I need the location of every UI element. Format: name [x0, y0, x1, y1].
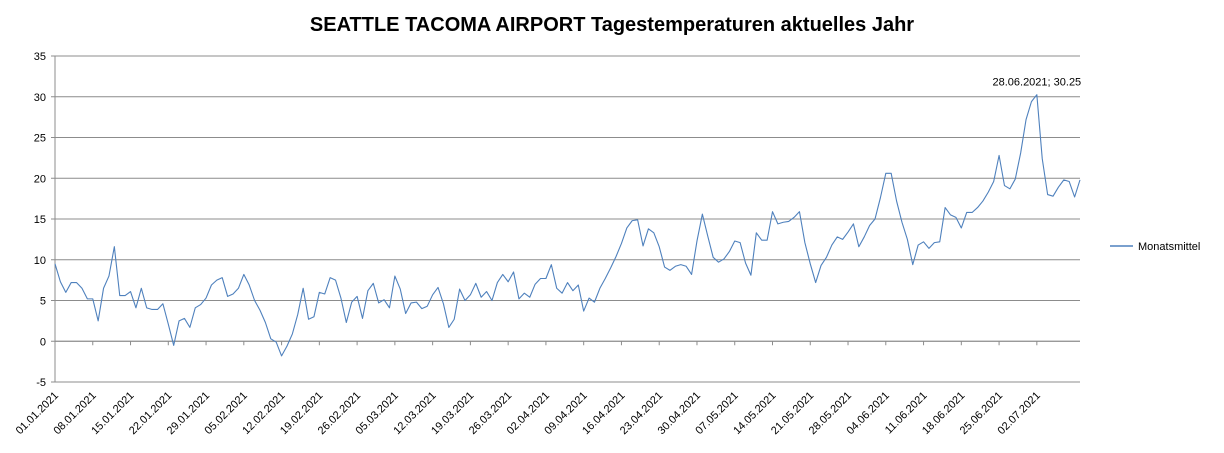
y-tick-label: 15 — [34, 214, 46, 226]
y-tick-label: 25 — [34, 133, 46, 145]
data-label-max: 28.06.2021; 30.25 — [992, 77, 1081, 89]
y-tick-label: -5 — [36, 377, 46, 389]
legend-label: Monatsmittel — [1138, 241, 1200, 253]
y-tick-label: 30 — [34, 92, 46, 104]
y-tick-label: 0 — [40, 336, 46, 348]
series-group — [54, 94, 1081, 357]
annotation-group: 28.06.2021; 30.25 — [992, 77, 1081, 89]
gridlines — [55, 55, 1080, 383]
y-tick-label: 5 — [40, 296, 46, 308]
y-tick-label: 35 — [34, 51, 46, 63]
y-axis: -5 0 5 10 15 20 25 30 35 — [34, 51, 56, 389]
series-line-monatsmittel — [54, 94, 1081, 357]
y-tick-label: 10 — [34, 255, 46, 267]
chart-title: SEATTLE TACOMA AIRPORT Tagestemperaturen… — [309, 14, 915, 36]
y-tick-label: 20 — [34, 173, 46, 185]
legend: Monatsmittel — [1110, 241, 1200, 253]
x-axis: 01.01.202108.01.202115.01.202122.01.2021… — [14, 340, 1080, 437]
